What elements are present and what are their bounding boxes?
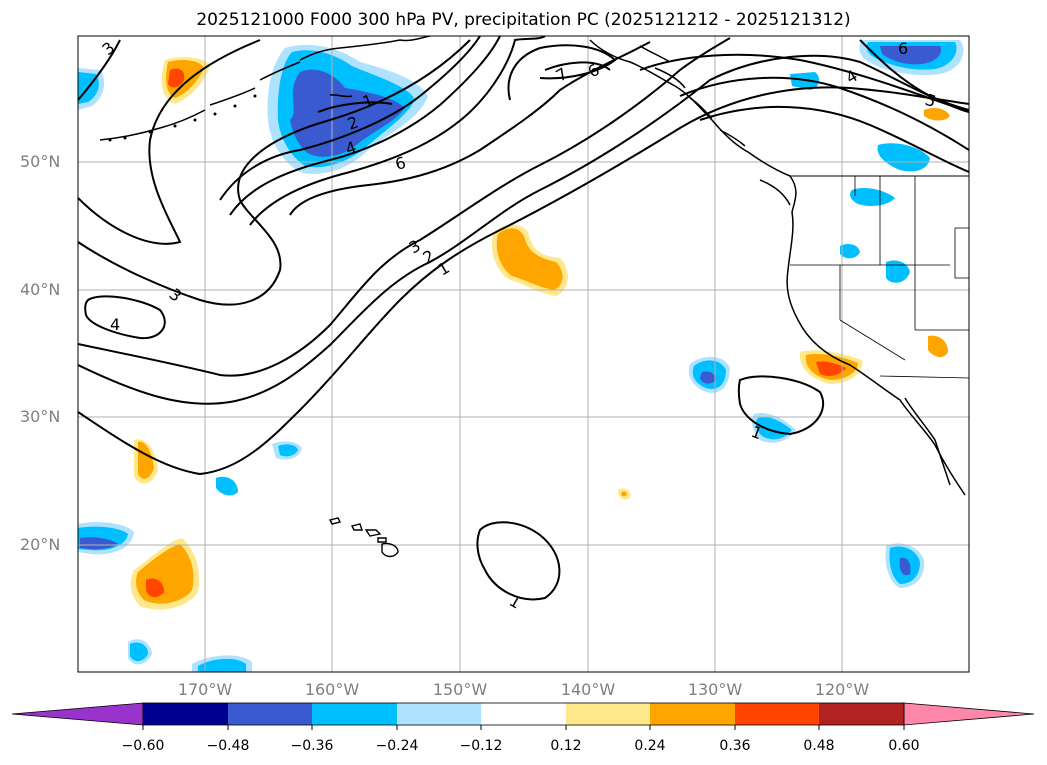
colorbar-tick-label: 0.12 bbox=[550, 738, 582, 754]
lon-label-170w: 170°W bbox=[177, 680, 233, 699]
lon-label-150w: 150°W bbox=[432, 680, 488, 699]
pv-contour-1-south bbox=[476, 521, 561, 601]
colorbar-segment bbox=[312, 703, 397, 725]
graticule bbox=[78, 36, 969, 672]
colorbar-tick-label: −0.60 bbox=[121, 738, 165, 754]
contour-label: 6 bbox=[898, 39, 908, 58]
lon-label-130w: 130°W bbox=[687, 680, 743, 699]
lon-label-120w: 120°W bbox=[814, 680, 870, 699]
colorbar-tick-label: −0.36 bbox=[290, 738, 334, 754]
hawaii-islands bbox=[328, 517, 399, 558]
colorbar-tick-label: 0.60 bbox=[888, 738, 920, 754]
colorbar bbox=[11, 702, 1035, 730]
colorbar-extend-left bbox=[11, 702, 144, 726]
lon-label-160w: 160°W bbox=[304, 680, 360, 699]
colorbar-extend-right bbox=[903, 702, 1035, 726]
colorbar-segment bbox=[228, 703, 312, 725]
darkblue-area-gulf-alaska bbox=[290, 69, 405, 157]
colorbar-tick-label: 0.24 bbox=[634, 738, 666, 754]
colorbar-segment bbox=[819, 703, 904, 725]
contour-label: 4 bbox=[110, 315, 120, 334]
lat-label-40n: 40°N bbox=[20, 280, 61, 299]
aleutian-islands bbox=[108, 94, 257, 142]
colorbar-tick-label: −0.48 bbox=[206, 738, 250, 754]
pv-contours bbox=[78, 36, 969, 601]
colorbar-tick-label: −0.12 bbox=[459, 738, 503, 754]
colorbar-segment bbox=[143, 703, 228, 725]
pv-contour-3-outer bbox=[78, 39, 121, 101]
colorbar-segment bbox=[650, 703, 735, 725]
colorbar-tick-label: 0.36 bbox=[719, 738, 751, 754]
colorbar-tick-label: 0.48 bbox=[803, 738, 835, 754]
precip-shading bbox=[78, 40, 964, 672]
contour-label: 6 bbox=[393, 153, 408, 174]
colorbar-segment bbox=[397, 703, 481, 725]
colorbar-tick-label: −0.24 bbox=[375, 738, 419, 754]
lat-label-30n: 30°N bbox=[20, 407, 61, 426]
colorbar-segment bbox=[566, 703, 650, 725]
lat-label-50n: 50°N bbox=[20, 152, 61, 171]
lon-label-140w: 140°W bbox=[560, 680, 616, 699]
lat-label-20n: 20°N bbox=[20, 535, 61, 554]
pv-contour-4-loop bbox=[84, 295, 166, 340]
coastlines bbox=[99, 36, 969, 496]
blue-area-bc bbox=[877, 143, 930, 172]
colorbar-segment bbox=[735, 703, 819, 725]
colorbar-segment bbox=[481, 703, 566, 725]
pv-contour-3-west bbox=[78, 39, 261, 245]
plot-border bbox=[77, 35, 970, 673]
map-title: 2025121000 F000 300 hPa PV, precipitatio… bbox=[196, 10, 851, 30]
